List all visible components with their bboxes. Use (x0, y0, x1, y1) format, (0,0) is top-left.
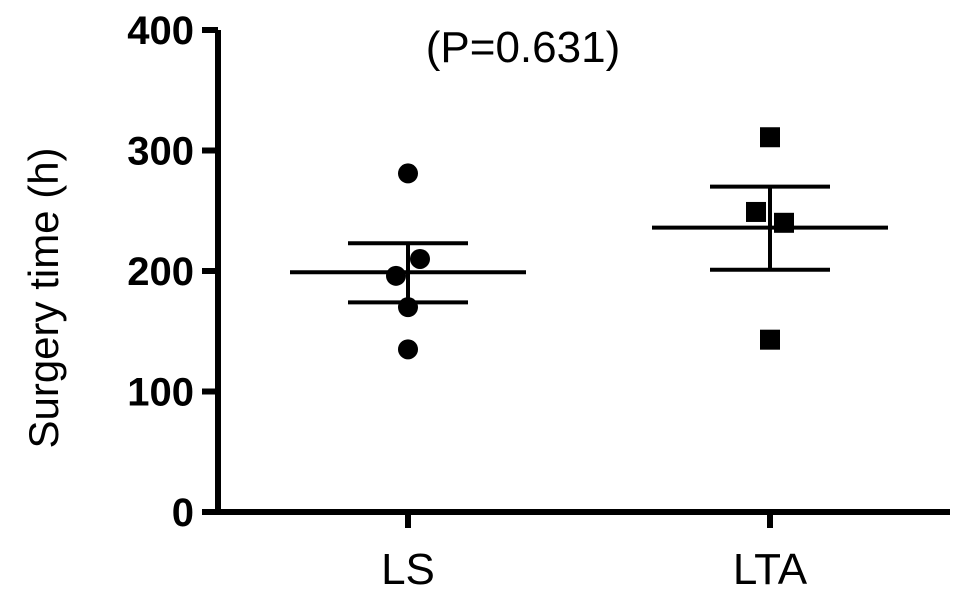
series-LS (290, 163, 526, 360)
data-point (398, 163, 418, 184)
series-LTA (652, 127, 888, 350)
axes: 0 100 200 300 400 LS LTA (127, 9, 950, 594)
y-tick-label: 200 (127, 250, 194, 294)
data-point (398, 297, 418, 318)
data-marks (290, 127, 888, 360)
data-point (386, 265, 406, 286)
y-tick-label: 300 (127, 130, 194, 174)
y-tick-label: 100 (127, 371, 194, 415)
data-point (746, 201, 766, 222)
x-tick-label: LS (381, 545, 435, 594)
x-tick-label: LTA (733, 545, 808, 594)
data-point (760, 329, 780, 350)
p-value-annotation: (P=0.631) (426, 23, 620, 72)
y-tick-label: 400 (127, 9, 194, 53)
y-tick-label: 0 (172, 491, 194, 535)
data-point (398, 339, 418, 360)
data-point (760, 127, 780, 148)
data-point (410, 248, 430, 269)
data-point (774, 212, 794, 233)
y-axis-title: Surgery time (h) (20, 147, 67, 448)
